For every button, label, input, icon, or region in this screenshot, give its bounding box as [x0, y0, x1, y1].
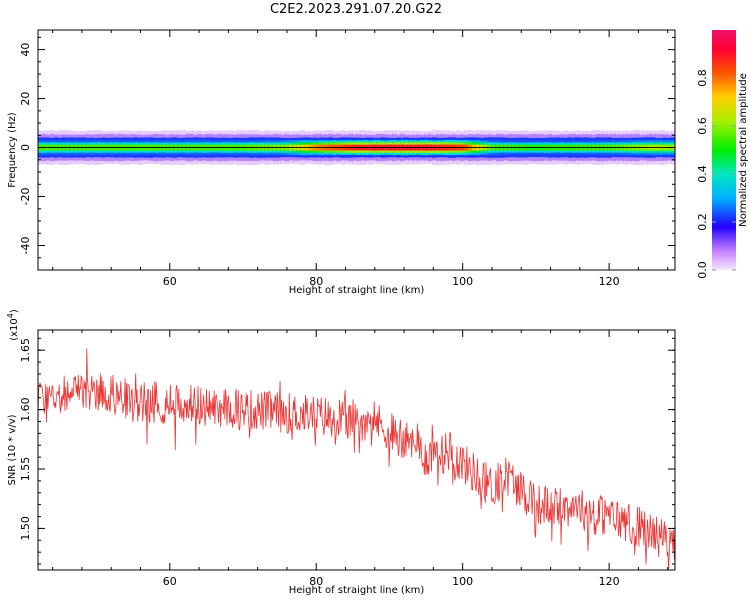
y-tick-label: 1.50 [19, 516, 32, 541]
x-tick-label: 80 [309, 575, 323, 588]
colorbar-tick-label: 0.4 [696, 165, 709, 183]
y-axis-label: SNR (10 * v/v) [7, 414, 18, 485]
y-tick-label: -20 [19, 188, 32, 206]
x-tick-label: 100 [452, 275, 473, 288]
x-tick-label: 80 [309, 275, 323, 288]
y-axis-label: Frequency (Hz) [7, 112, 18, 188]
colorbar-tick-label: 0.6 [696, 117, 709, 135]
colorbar: 0.0 0.2 0.4 0.6 0.8 Normalized spectral ampli… [696, 30, 749, 279]
y-tick-label: 1.55 [19, 457, 32, 482]
y-tick-label: -40 [19, 237, 32, 255]
y-tick-label: 40 [19, 43, 32, 57]
y-tick-label: 20 [19, 92, 32, 106]
colorbar-tick-label: 0.2 [696, 213, 709, 231]
x-tick-label: 120 [599, 575, 620, 588]
colorbar-tick-label: 0.8 [696, 69, 709, 87]
colorbar-gradient [712, 30, 736, 270]
x-axis-label: Height of straight line (km) [289, 285, 425, 296]
x-axis-label: Height of straight line (km) [289, 585, 425, 596]
y-exponent-label: (x104) [6, 309, 20, 341]
y-tick-label: 1.60 [19, 397, 32, 422]
y-tick-label: 0 [19, 144, 32, 151]
colorbar-label: Normalized spectral amplitude [738, 73, 749, 227]
x-tick-label: 100 [452, 575, 473, 588]
colorbar-tick-label: 0.0 [696, 261, 709, 279]
x-tick-label: 120 [599, 275, 620, 288]
x-tick-label: 60 [163, 275, 177, 288]
snr-panel: 60 80 100 120 1.65 1.60 1.55 1.50 Height of stra… [6, 309, 676, 596]
y-tick-label: 1.65 [19, 338, 32, 363]
spectrogram-panel: 60 80 100 120 40 20 0 -20 -40 Height of straight … [7, 29, 676, 296]
plot-frame-top [37, 29, 676, 271]
plot-frame-bottom [37, 329, 676, 571]
snr-series-line [37, 348, 676, 571]
chart-title: C2E2.2023.291.07.20.G22 [269, 2, 443, 17]
x-tick-label: 60 [163, 575, 177, 588]
